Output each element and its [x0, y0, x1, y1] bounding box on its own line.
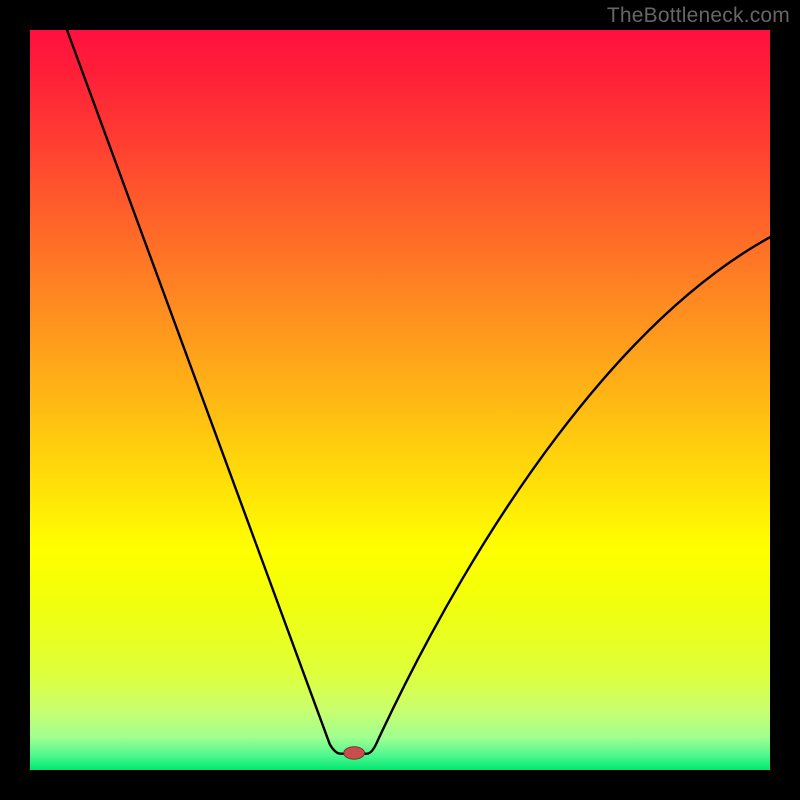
plot-svg: [30, 30, 770, 770]
plot-area: [30, 30, 770, 770]
watermark-text: TheBottleneck.com: [607, 4, 790, 28]
gradient-background: [30, 30, 770, 770]
chart-frame: TheBottleneck.com: [0, 0, 800, 800]
optimum-marker: [344, 747, 365, 760]
